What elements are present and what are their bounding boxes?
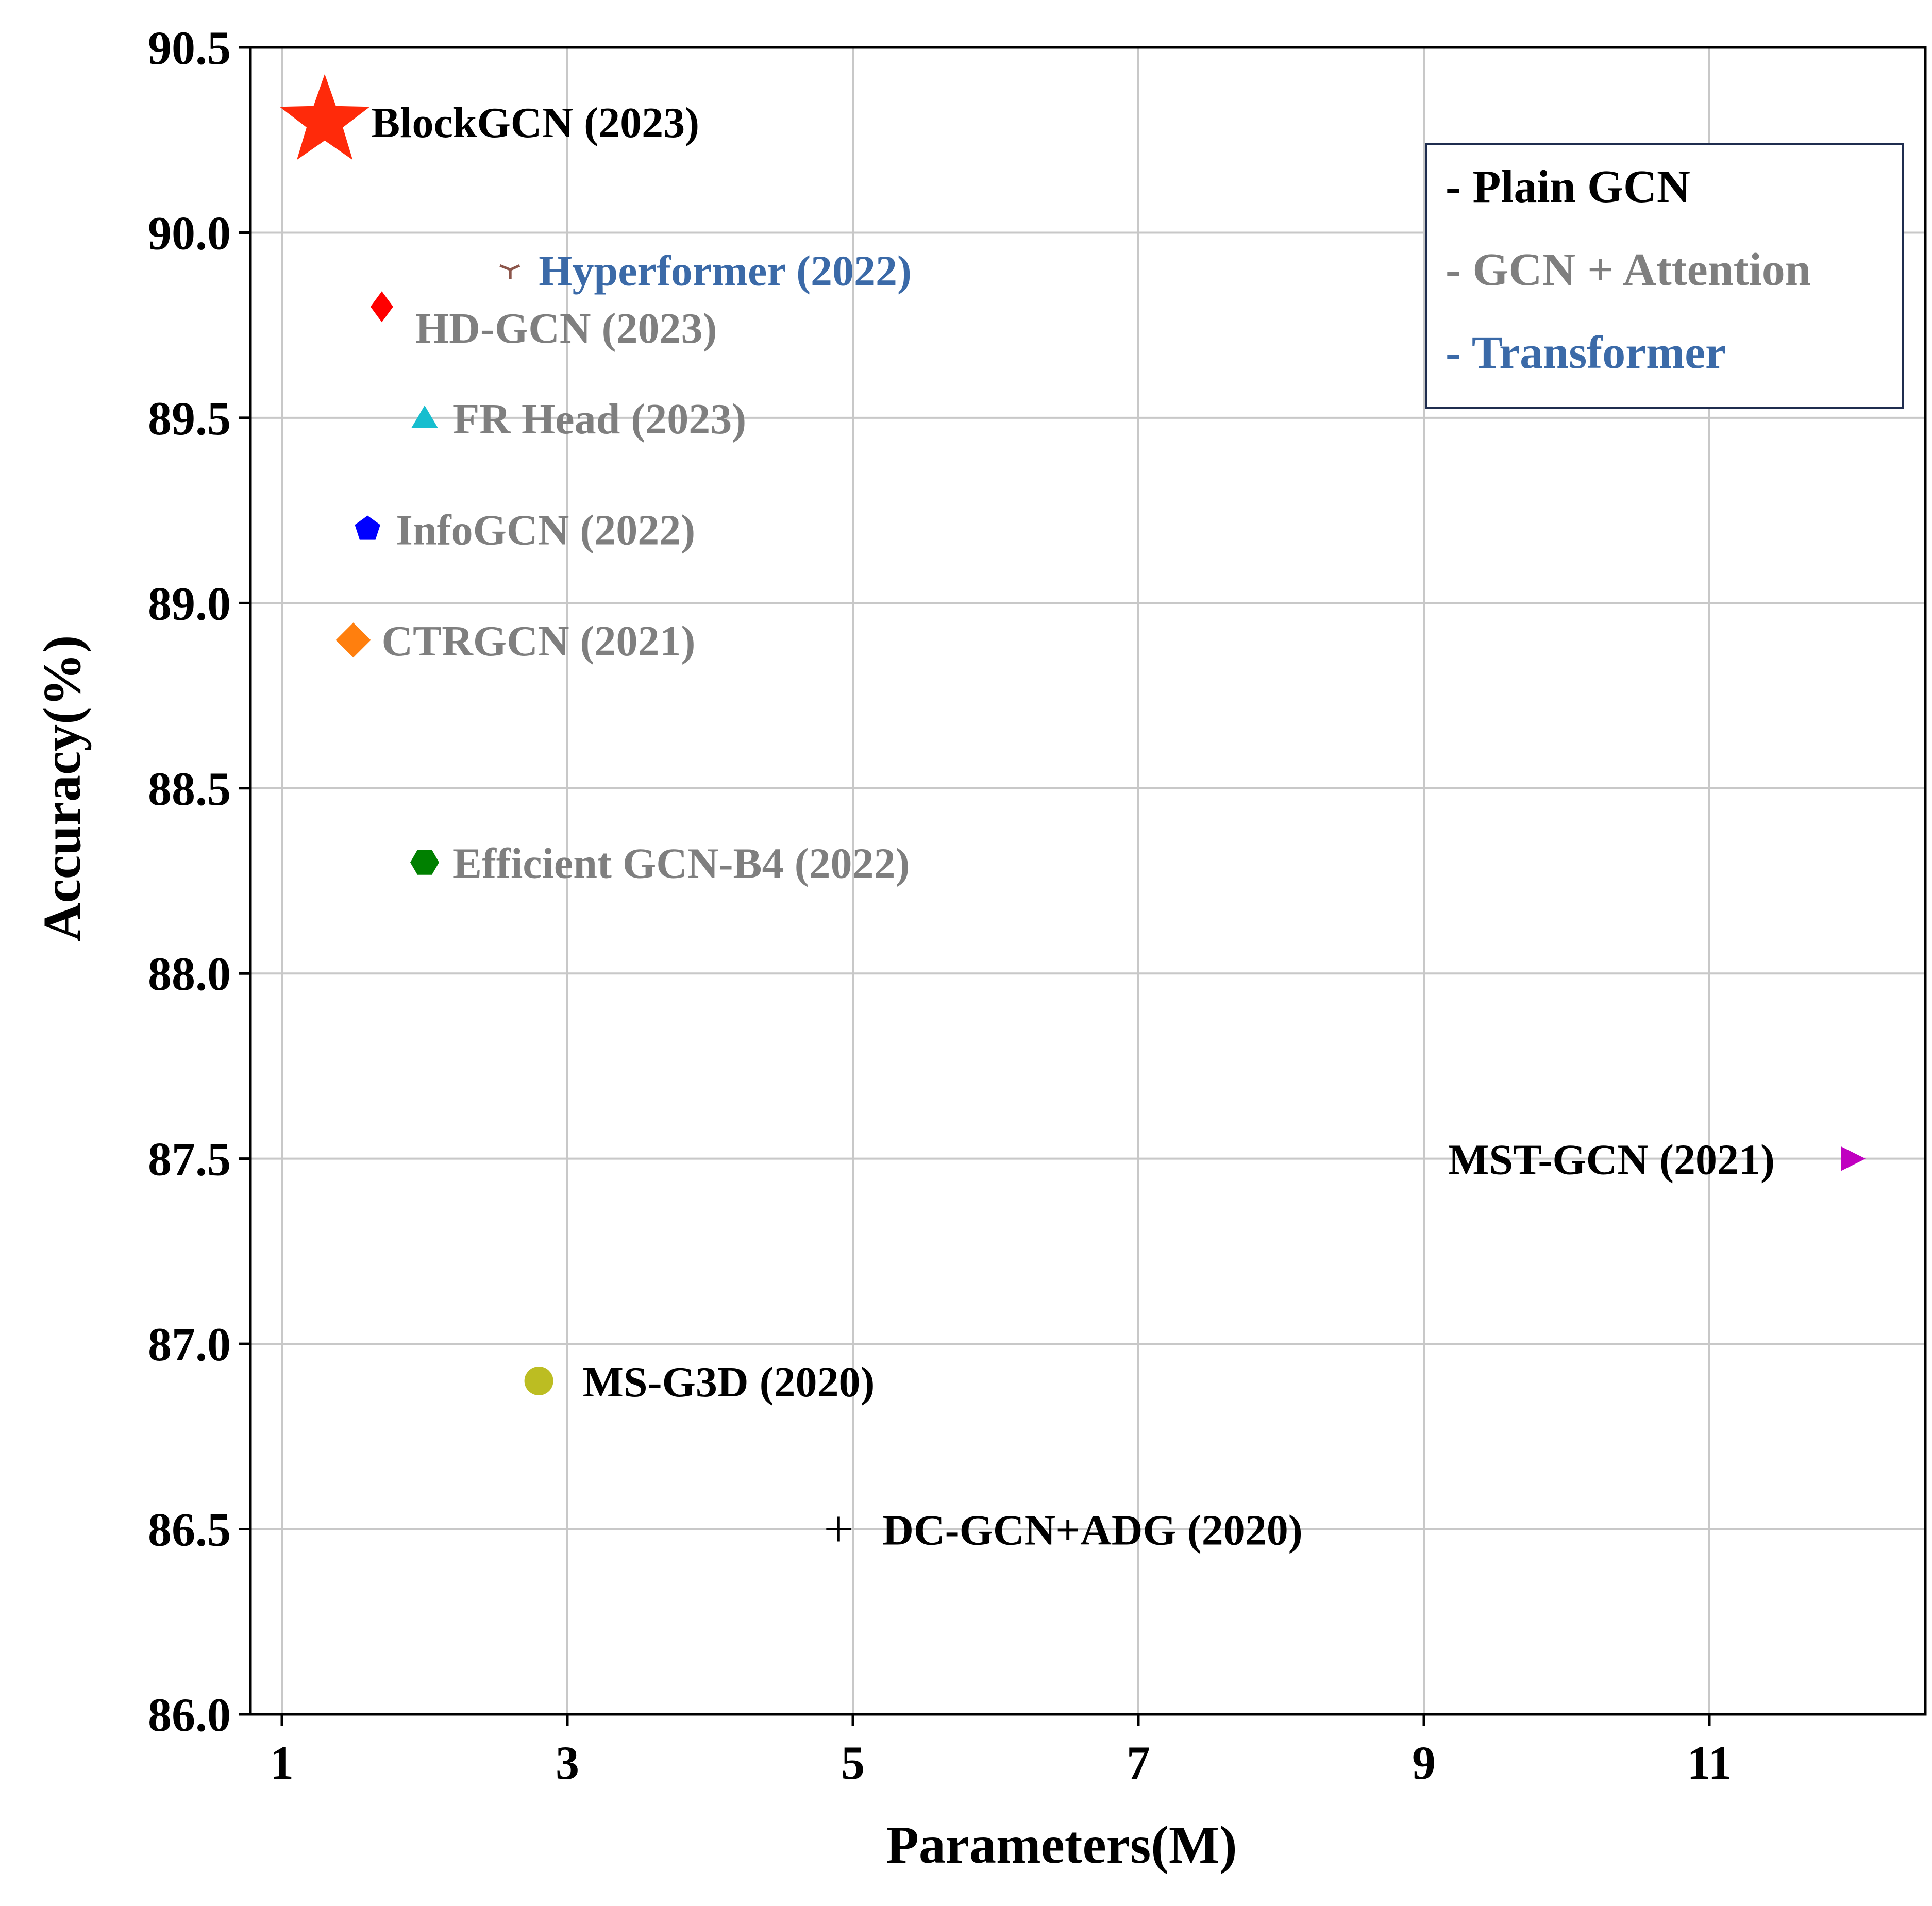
y-tick-label: 89.0 [148, 577, 231, 630]
x-tick-label: 7 [1127, 1736, 1150, 1789]
x-axis-title: Parameters(M) [886, 1815, 1237, 1875]
point-label: HD-GCN (2023) [415, 305, 717, 352]
point-label: Hyperformer (2022) [539, 247, 912, 295]
y-tick-label: 89.5 [148, 392, 231, 445]
plot-frame [249, 46, 1927, 1716]
marker-arm [510, 264, 520, 271]
marker-fr-head-2023 [411, 405, 438, 428]
point-label: BlockGCN (2023) [371, 99, 699, 147]
data-points: BlockGCN (2023) Hyperformer (2022) HD-GCN … [279, 74, 1866, 1555]
y-tick-label: 88.0 [148, 948, 231, 1000]
x-tick-label: 9 [1412, 1736, 1436, 1789]
legend-entry: - Transformer [1446, 327, 1726, 378]
point-label: MST-GCN (2021) [1448, 1136, 1775, 1184]
x-tick-label: 11 [1687, 1736, 1732, 1789]
y-tick-label: 86.5 [148, 1504, 231, 1556]
legend-entry: - Plain GCN [1446, 161, 1690, 212]
y-tick-label: 87.0 [148, 1318, 231, 1371]
point-label: CTRGCN (2021) [382, 617, 696, 665]
x-tick-label: 1 [270, 1736, 294, 1789]
point-label: DC-GCN+ADG (2020) [882, 1507, 1302, 1555]
marker-ctrgcn-2021 [335, 622, 371, 658]
point-label: Efficient GCN-B4 (2022) [453, 840, 910, 888]
marker-dc-gcn-adg-2020 [826, 1516, 851, 1542]
marker-mst-gcn-2021 [1841, 1146, 1866, 1171]
marker-arm [499, 264, 511, 271]
point-label: FR Head (2023) [453, 395, 746, 443]
legend-entry: - GCN + Attention [1446, 244, 1811, 295]
marker-infogcn-2022 [355, 515, 380, 540]
marker-blockgcn-2023 [279, 74, 370, 160]
legend-box [1425, 143, 1904, 409]
point-label: MS-G3D (2020) [583, 1358, 875, 1406]
y-tick-label: 90.0 [148, 207, 231, 259]
x-tick-label: 5 [841, 1736, 865, 1789]
axis-ticks: 1 3 5 7 9 11 86.0 86.5 87.0 87.5 88.0 88.5 89.0 89.5 9… [148, 22, 1732, 1789]
x-tick-label: 3 [556, 1736, 579, 1789]
marker-ms-g3d-2020 [524, 1367, 553, 1395]
legend: - Plain GCN - GCN + Attention - Transforme… [1425, 143, 1904, 409]
point-label: InfoGCN (2022) [396, 507, 695, 554]
y-axis-title: Accuracy(%) [32, 635, 92, 942]
marker-efficient-gcn-b4-2022 [410, 850, 439, 875]
y-tick-label: 86.0 [148, 1689, 231, 1741]
y-tick-label: 88.5 [148, 763, 231, 815]
marker-hyperformer-2022 [499, 264, 520, 279]
y-tick-label: 87.5 [148, 1133, 231, 1186]
marker-hd-gcn-2023 [370, 291, 393, 323]
y-tick-label: 90.5 [148, 22, 231, 74]
